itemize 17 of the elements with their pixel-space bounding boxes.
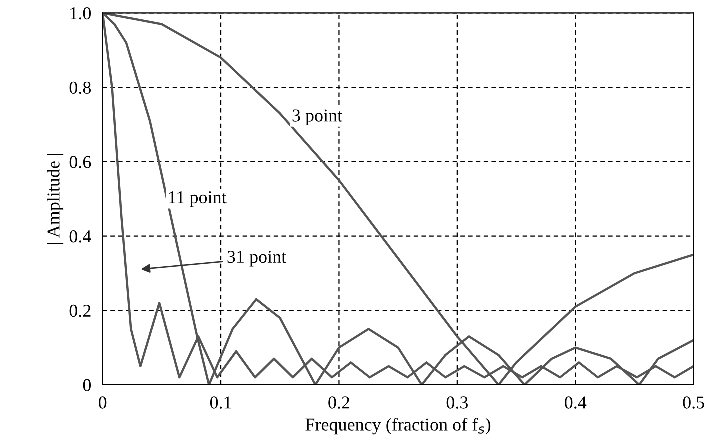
y-tick-label: 0	[83, 379, 92, 392]
y-tick-label: 0.2	[70, 304, 91, 318]
x-tick-label: 0.3	[446, 396, 468, 409]
y-tick-label: 0.8	[70, 82, 92, 94]
x-axis-title: Frequency (fraction of f$_{s}$)	[306, 418, 491, 435]
y-tick-label: 0.4	[70, 230, 92, 243]
y-tick-label: 0.6	[70, 156, 92, 168]
annotation: 31 point	[228, 250, 287, 267]
y-tick-label: 1.0	[70, 7, 92, 20]
x-tick-label: 0.4	[565, 396, 587, 409]
annotation: 3 point	[292, 110, 342, 126]
x-tick-label: 0.5	[683, 396, 704, 409]
x-tick-label: 0.1	[210, 396, 232, 409]
x-tick-label: 0.2	[328, 396, 350, 409]
x-tick-label: 0	[98, 396, 107, 409]
annotation: 11 point	[169, 191, 227, 208]
y-axis-title: | Amplitude |	[47, 154, 64, 244]
